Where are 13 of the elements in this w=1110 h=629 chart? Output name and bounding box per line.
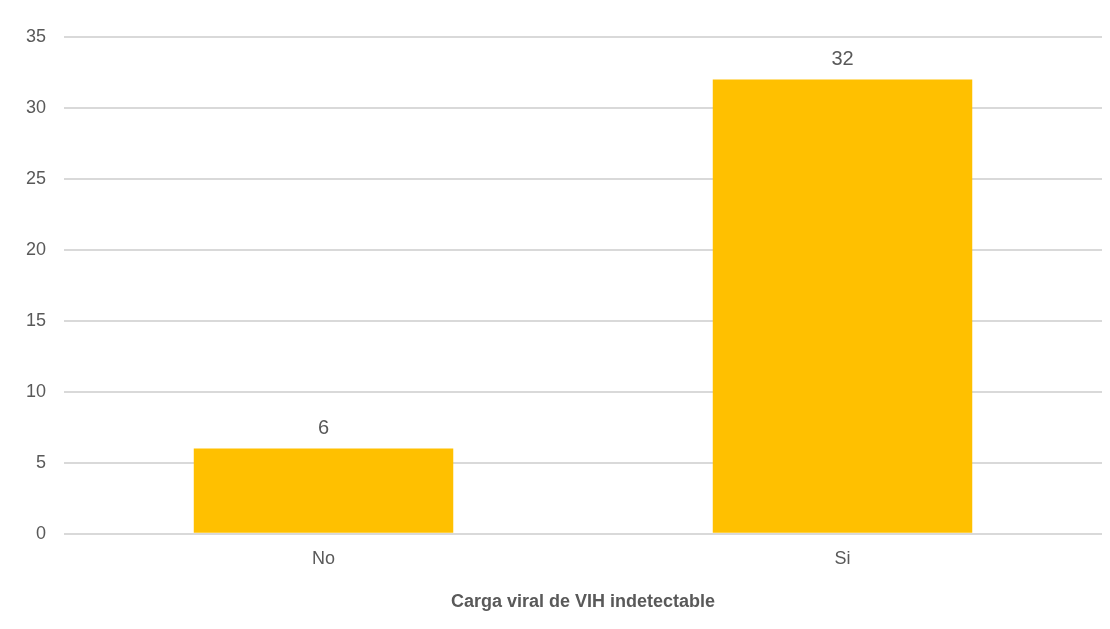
y-tick-label: 5: [36, 451, 47, 472]
y-tick-label: 30: [25, 96, 47, 117]
data-label: 32: [831, 46, 854, 69]
y-tick-label: 10: [25, 380, 47, 401]
data-label: 6: [317, 416, 330, 439]
y-tick-label: 0: [36, 522, 47, 543]
x-tick-label: No: [312, 547, 336, 568]
x-tick-label: Si: [834, 547, 851, 568]
y-tick-label: 25: [25, 167, 47, 188]
y-tick-label: 20: [25, 238, 47, 259]
y-tick-label: 15: [25, 309, 47, 330]
x-axis-title: Carga viral de VIH indetectable: [450, 591, 716, 612]
y-tick-label: 35: [25, 25, 47, 46]
